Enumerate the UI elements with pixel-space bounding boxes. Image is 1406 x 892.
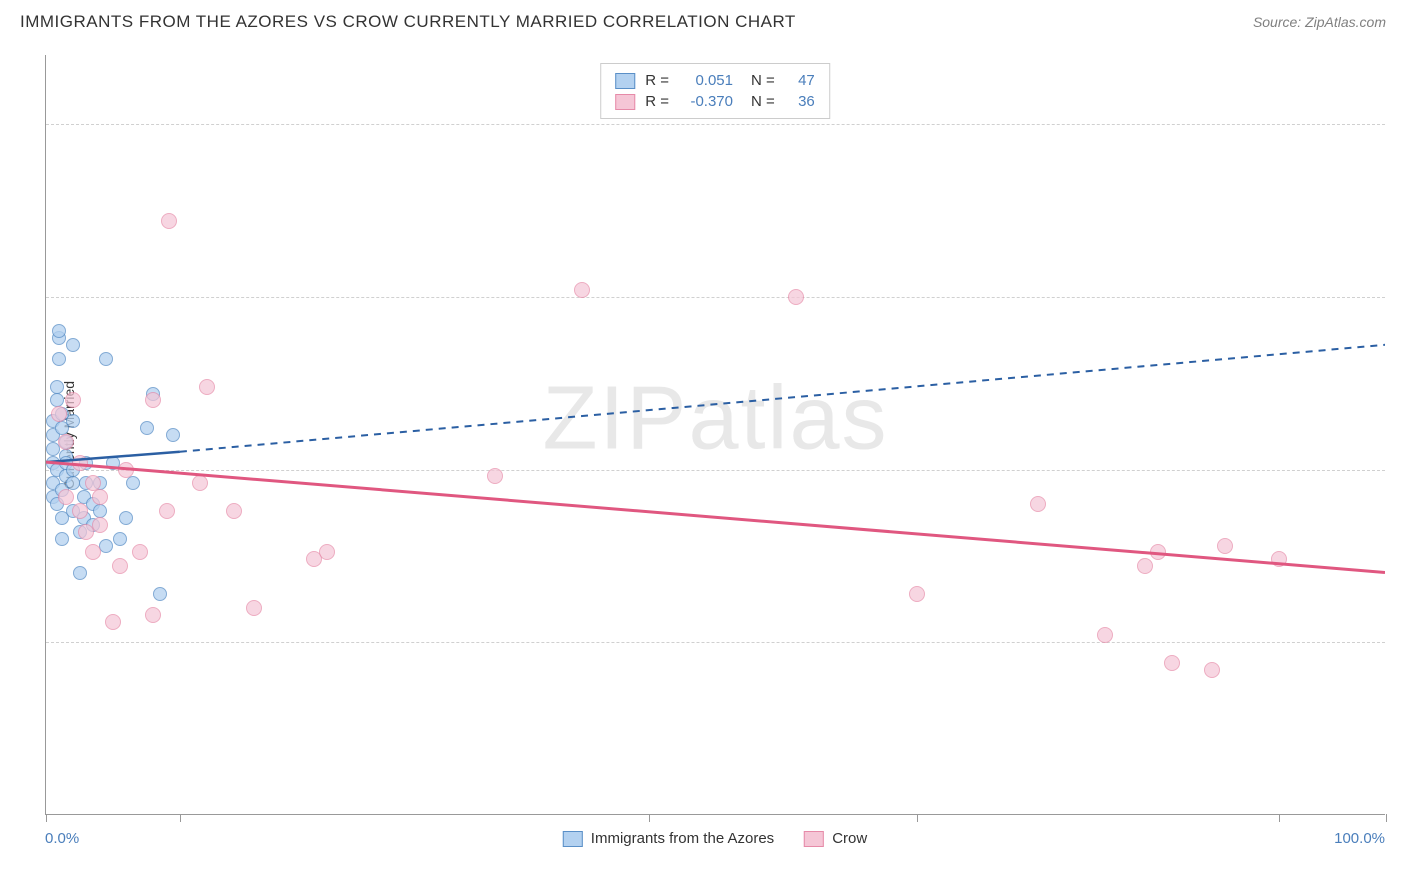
legend-stats-row: R = -0.370 N = 36: [615, 91, 815, 112]
scatter-point-azores: [52, 324, 66, 338]
scatter-point-crow: [1137, 558, 1153, 574]
scatter-point-crow: [51, 406, 67, 422]
scatter-point-crow: [58, 489, 74, 505]
scatter-point-azores: [66, 414, 80, 428]
y-tick-label: 75.0%: [1390, 288, 1406, 305]
watermark: ZIPatlas: [542, 368, 888, 471]
legend-series: Immigrants from the Azores Crow: [563, 830, 867, 847]
x-tick: [917, 814, 918, 822]
scatter-point-crow: [159, 503, 175, 519]
n-value: 36: [785, 93, 815, 110]
scatter-point-crow: [105, 614, 121, 630]
x-tick: [1279, 814, 1280, 822]
legend-swatch: [563, 831, 583, 847]
r-value: -0.370: [679, 93, 733, 110]
scatter-point-crow: [72, 455, 88, 471]
n-label: N =: [751, 72, 775, 89]
scatter-point-azores: [126, 476, 140, 490]
scatter-point-azores: [50, 380, 64, 394]
scatter-point-azores: [73, 566, 87, 580]
n-value: 47: [785, 72, 815, 89]
scatter-point-crow: [487, 468, 503, 484]
legend-series-label: Immigrants from the Azores: [591, 830, 774, 847]
scatter-point-azores: [99, 352, 113, 366]
x-axis-min-label: 0.0%: [45, 830, 79, 847]
x-tick: [1386, 814, 1387, 822]
scatter-point-crow: [92, 517, 108, 533]
scatter-point-crow: [145, 607, 161, 623]
scatter-point-crow: [199, 379, 215, 395]
plot-area: ZIPatlas 25.0%50.0%75.0%100.0%: [45, 55, 1385, 815]
legend-stats-row: R = 0.051 N = 47: [615, 70, 815, 91]
y-tick-label: 100.0%: [1390, 116, 1406, 133]
source-label: Source: ZipAtlas.com: [1253, 14, 1386, 30]
scatter-point-crow: [118, 462, 134, 478]
scatter-point-crow: [1164, 655, 1180, 671]
r-label: R =: [645, 72, 669, 89]
scatter-point-crow: [65, 392, 81, 408]
legend-swatch: [615, 73, 635, 89]
legend-stats: R = 0.051 N = 47 R = -0.370 N = 36: [600, 63, 830, 119]
scatter-point-crow: [226, 503, 242, 519]
scatter-point-crow: [574, 282, 590, 298]
scatter-point-crow: [72, 503, 88, 519]
grid-line: [46, 124, 1385, 125]
n-label: N =: [751, 93, 775, 110]
scatter-point-azores: [153, 587, 167, 601]
grid-line: [46, 642, 1385, 643]
scatter-point-crow: [85, 544, 101, 560]
legend-series-item: Immigrants from the Azores: [563, 830, 774, 847]
scatter-point-azores: [50, 393, 64, 407]
scatter-point-crow: [1271, 551, 1287, 567]
scatter-point-crow: [319, 544, 335, 560]
x-tick: [649, 814, 650, 822]
y-tick-label: 50.0%: [1390, 461, 1406, 478]
scatter-point-crow: [192, 475, 208, 491]
scatter-point-crow: [161, 213, 177, 229]
scatter-point-azores: [55, 532, 69, 546]
y-tick-label: 25.0%: [1390, 634, 1406, 651]
scatter-point-crow: [1204, 662, 1220, 678]
scatter-point-crow: [132, 544, 148, 560]
scatter-point-crow: [1030, 496, 1046, 512]
grid-line: [46, 470, 1385, 471]
scatter-point-azores: [52, 352, 66, 366]
scatter-point-azores: [113, 532, 127, 546]
scatter-point-azores: [99, 539, 113, 553]
r-value: 0.051: [679, 72, 733, 89]
scatter-point-crow: [1217, 538, 1233, 554]
scatter-point-azores: [140, 421, 154, 435]
grid-line: [46, 297, 1385, 298]
x-axis-max-label: 100.0%: [1334, 830, 1385, 847]
trend-lines: [46, 55, 1385, 814]
scatter-point-azores: [66, 338, 80, 352]
scatter-point-crow: [92, 489, 108, 505]
chart-title: IMMIGRANTS FROM THE AZORES VS CROW CURRE…: [20, 12, 796, 32]
x-tick: [180, 814, 181, 822]
scatter-point-crow: [1150, 544, 1166, 560]
scatter-point-crow: [112, 558, 128, 574]
legend-swatch: [615, 94, 635, 110]
scatter-point-crow: [788, 289, 804, 305]
scatter-point-crow: [246, 600, 262, 616]
scatter-point-azores: [166, 428, 180, 442]
r-label: R =: [645, 93, 669, 110]
scatter-point-crow: [58, 434, 74, 450]
scatter-point-crow: [145, 392, 161, 408]
scatter-point-azores: [66, 476, 80, 490]
legend-series-item: Crow: [804, 830, 867, 847]
x-tick: [46, 814, 47, 822]
scatter-point-crow: [1097, 627, 1113, 643]
scatter-point-azores: [119, 511, 133, 525]
scatter-point-crow: [909, 586, 925, 602]
legend-swatch: [804, 831, 824, 847]
legend-series-label: Crow: [832, 830, 867, 847]
chart-container: Currently Married ZIPatlas 25.0%50.0%75.…: [45, 55, 1385, 815]
